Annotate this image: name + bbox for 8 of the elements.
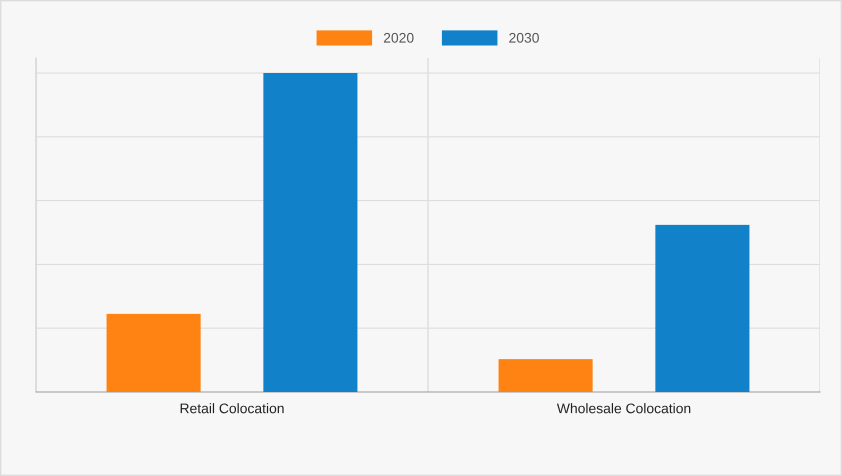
- bar: [655, 224, 750, 392]
- legend-label: 2030: [509, 32, 539, 43]
- bar: [263, 73, 358, 392]
- x-tick-label: Wholesale Colocation: [556, 403, 690, 414]
- x-tick-label: Retail Colocation: [180, 403, 284, 414]
- bar: [106, 314, 201, 392]
- bar: [498, 359, 593, 392]
- legend-label: 2020: [384, 32, 414, 43]
